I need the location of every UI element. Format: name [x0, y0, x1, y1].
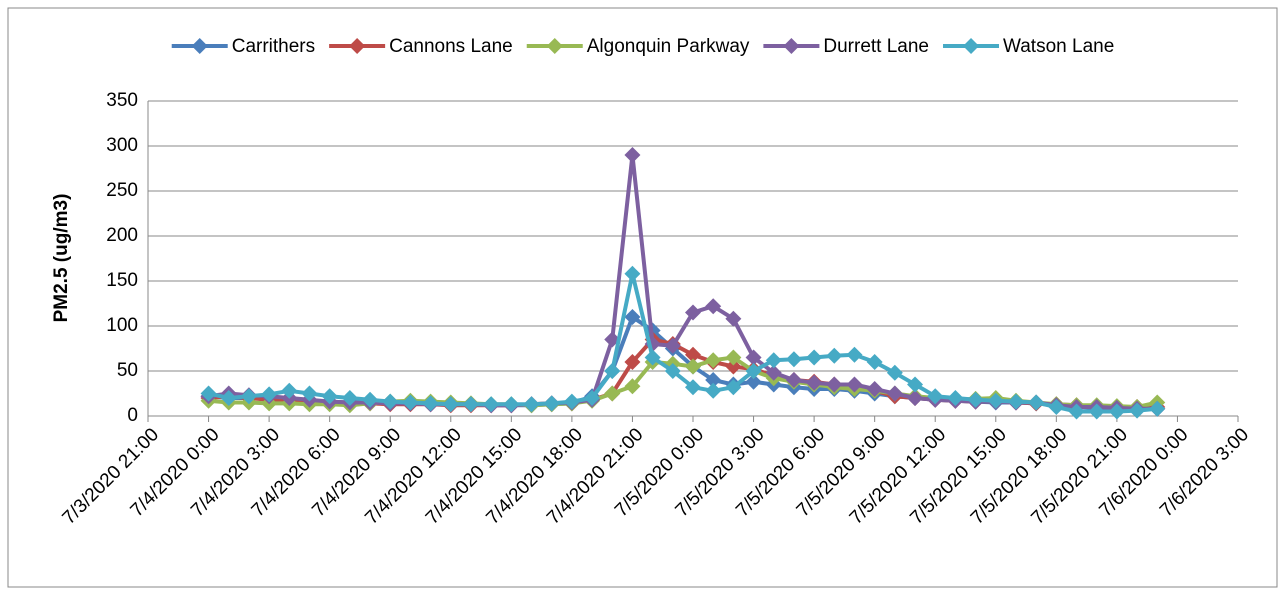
- data-point: [483, 396, 500, 413]
- data-point: [826, 347, 843, 364]
- y-tick-label: 250: [106, 180, 138, 201]
- data-point: [1149, 400, 1166, 417]
- data-point: [261, 386, 278, 403]
- data-point: [886, 364, 903, 381]
- data-point: [745, 373, 762, 390]
- data-point: [846, 346, 863, 363]
- y-tick-label: 300: [106, 135, 138, 156]
- data-point: [301, 385, 318, 402]
- data-point: [462, 396, 479, 413]
- data-point: [806, 349, 823, 366]
- data-point: [503, 396, 520, 413]
- data-point: [1028, 394, 1045, 411]
- data-point: [341, 390, 358, 406]
- data-point: [866, 354, 883, 370]
- data-point: [604, 385, 621, 402]
- data-point: [422, 395, 439, 412]
- data-point: [362, 391, 379, 408]
- data-point: [705, 372, 722, 388]
- data-point: [321, 388, 338, 405]
- data-point: [765, 352, 782, 369]
- data-point: [785, 372, 802, 388]
- data-point: [664, 363, 681, 379]
- data-point: [664, 337, 681, 354]
- data-point: [785, 351, 802, 368]
- legend-marker: [191, 38, 208, 54]
- y-tick-label: 200: [106, 225, 138, 246]
- data-point: [765, 364, 782, 381]
- data-point: [725, 310, 742, 327]
- data-point: [725, 349, 742, 366]
- data-point: [886, 385, 903, 402]
- data-point: [523, 396, 540, 413]
- data-point: [584, 390, 601, 406]
- legend-item: Durrett Lane: [763, 36, 929, 57]
- legend-label: Carrithers: [232, 36, 315, 57]
- data-point: [745, 363, 762, 379]
- legend-label: Durrett Lane: [823, 36, 929, 57]
- chart-frame: [7, 7, 1278, 588]
- data-point: [402, 394, 419, 411]
- data-point: [745, 349, 762, 366]
- legend-marker: [783, 38, 800, 54]
- data-point: [826, 376, 843, 393]
- legend-item: Watson Lane: [943, 36, 1114, 57]
- legend-label: Watson Lane: [1003, 36, 1114, 57]
- data-point: [1048, 399, 1065, 415]
- data-point: [624, 378, 641, 395]
- legend-label: Algonquin Parkway: [587, 36, 750, 57]
- legend-marker: [349, 38, 366, 54]
- legend-label: Cannons Lane: [389, 36, 513, 57]
- data-point: [1108, 403, 1125, 420]
- data-point: [644, 349, 661, 366]
- y-tick-label: 150: [106, 270, 138, 291]
- data-point: [685, 304, 701, 321]
- legend-marker: [546, 38, 563, 54]
- data-point: [685, 358, 701, 375]
- data-point: [543, 395, 560, 412]
- legend-marker: [963, 38, 980, 54]
- data-point: [240, 388, 257, 405]
- data-point: [987, 392, 1004, 409]
- data-point: [967, 391, 984, 408]
- y-axis-title: PM2.5 (ug/m3): [51, 194, 72, 323]
- legend-item: Algonquin Parkway: [526, 36, 750, 57]
- data-point: [685, 346, 701, 363]
- data-point: [604, 363, 621, 379]
- data-point: [624, 309, 641, 325]
- data-point: [220, 390, 237, 406]
- data-point: [200, 385, 217, 402]
- data-point: [624, 147, 641, 163]
- legend-item: Cannons Lane: [329, 36, 513, 57]
- data-point: [685, 379, 701, 396]
- y-tick-label: 100: [106, 315, 138, 336]
- data-point: [624, 354, 641, 370]
- data-point: [1068, 403, 1085, 420]
- data-point: [907, 376, 924, 393]
- data-point: [947, 390, 964, 406]
- data-point: [705, 352, 722, 369]
- y-tick-label: 50: [117, 360, 138, 381]
- y-tick-label: 0: [127, 405, 138, 426]
- data-point: [563, 393, 580, 410]
- legend-item: Carrithers: [171, 36, 315, 57]
- data-point: [705, 298, 722, 315]
- data-point: [1088, 403, 1105, 420]
- data-point: [725, 379, 742, 396]
- data-point: [382, 393, 399, 410]
- data-point: [705, 382, 722, 399]
- data-point: [1129, 402, 1146, 419]
- data-point: [281, 382, 298, 399]
- y-tick-label: 350: [106, 90, 138, 111]
- data-point: [907, 390, 924, 406]
- data-point: [806, 374, 823, 391]
- data-point: [927, 388, 944, 405]
- data-point: [624, 265, 641, 282]
- data-point: [1007, 393, 1024, 410]
- data-point: [442, 396, 459, 413]
- data-point: [846, 376, 863, 393]
- data-point: [866, 381, 883, 397]
